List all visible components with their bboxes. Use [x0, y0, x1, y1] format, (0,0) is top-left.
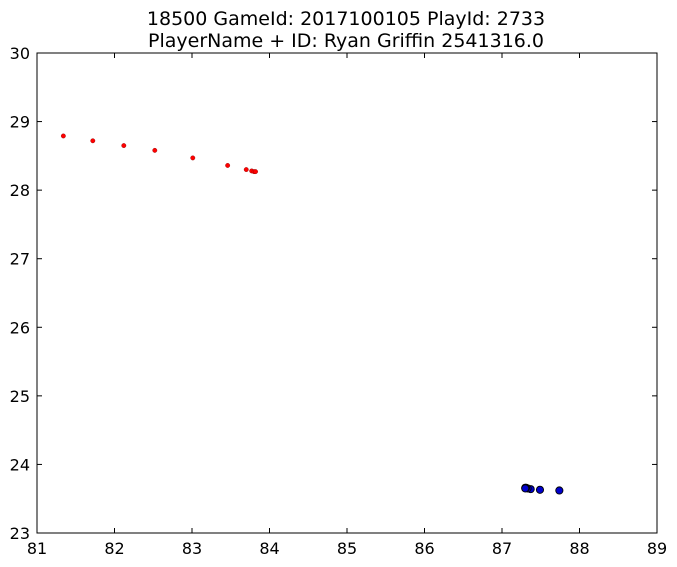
plot-area: 81 82 83 84 85 86 87 88 89 23 24 25 26 27 28 29 30 [10, 44, 668, 558]
x-tick-label: 86 [414, 539, 434, 558]
y-tick-label: 24 [10, 455, 30, 474]
data-point-series-1 [225, 163, 231, 168]
x-tick-label: 89 [647, 539, 667, 558]
y-tick-label: 30 [10, 44, 30, 63]
data-point-series-1 [243, 167, 249, 172]
data-point-series-1 [90, 138, 96, 144]
y-tick-label: 23 [10, 524, 30, 543]
y-tick-label: 28 [10, 181, 30, 200]
chart-title-line1: 18500 GameId: 2017100105 PlayId: 2733 [147, 8, 545, 30]
data-point-series-1 [152, 147, 158, 153]
y-tick-label: 25 [10, 387, 30, 406]
data-point-series-1 [121, 143, 127, 148]
chart-title-line2: PlayerName + ID: Ryan Griffin 2541316.0 [148, 30, 544, 52]
x-tick-label: 85 [337, 539, 357, 558]
data-point-series-2 [535, 485, 545, 494]
y-tick-label: 26 [10, 318, 30, 337]
plot-frame [36, 52, 658, 534]
x-tick-label: 84 [259, 539, 279, 558]
data-point-series-1 [253, 169, 258, 175]
x-tick-label: 88 [569, 539, 589, 558]
data-point-series-2 [521, 484, 530, 493]
x-tick-label: 81 [27, 539, 47, 558]
x-tick-label: 82 [104, 539, 124, 558]
data-point-series-1 [60, 133, 66, 139]
x-tick-label: 87 [492, 539, 512, 558]
data-point-series-1 [190, 155, 196, 161]
x-tick-label: 83 [182, 539, 202, 558]
data-point-series-2 [555, 486, 564, 495]
y-tick-label: 27 [10, 250, 30, 269]
y-tick-label: 29 [10, 113, 30, 132]
